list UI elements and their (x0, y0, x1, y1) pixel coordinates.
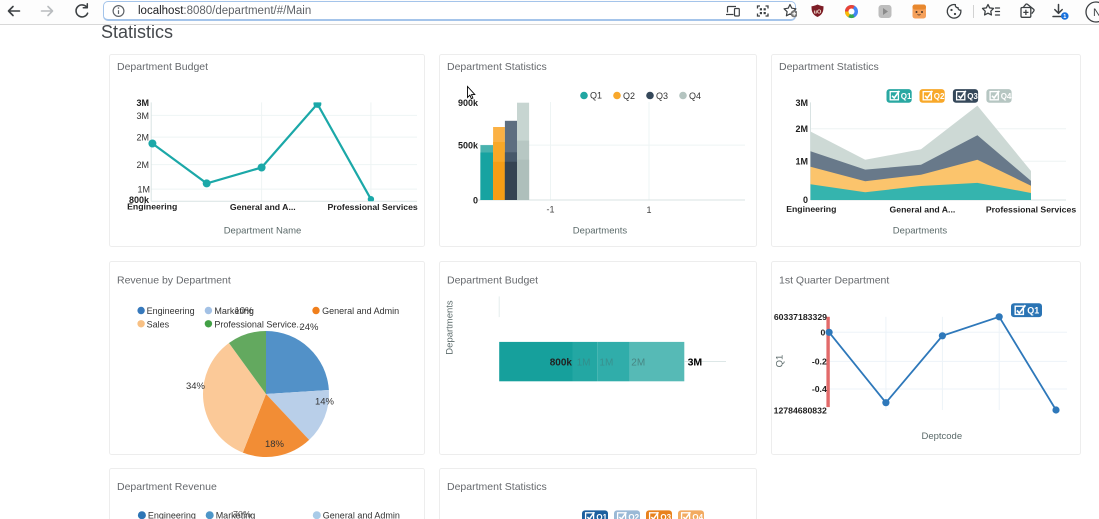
svg-text:General and A...: General and A... (889, 205, 955, 215)
svg-text:3M: 3M (688, 356, 703, 368)
svg-text:2M: 2M (136, 133, 149, 143)
svg-text:Department Statistics: Department Statistics (447, 61, 547, 73)
svg-text:Deptcode: Deptcode (921, 431, 962, 442)
svg-text:Marketing: Marketing (214, 306, 254, 316)
svg-text:70%: 70% (233, 510, 251, 519)
svg-text:Department Name: Department Name (224, 225, 302, 236)
svg-text:Engineering: Engineering (148, 511, 196, 519)
svg-text:24%: 24% (299, 322, 319, 333)
svg-text:3M: 3M (136, 111, 149, 121)
svg-text:Departments: Departments (573, 225, 628, 236)
svg-text:1st Quarter Department: 1st Quarter Department (779, 275, 889, 287)
svg-text:Q3: Q3 (967, 92, 978, 101)
svg-text:Professional Services: Professional Services (986, 205, 1076, 215)
svg-text:Departments: Departments (445, 300, 456, 355)
svg-text:General and A...: General and A... (230, 202, 296, 212)
svg-text:1M: 1M (137, 185, 150, 195)
svg-text:Professional Services: Professional Services (327, 202, 417, 212)
svg-text:-0.4: -0.4 (812, 384, 827, 394)
svg-text:Q4: Q4 (1001, 92, 1012, 101)
svg-text:General and Admin: General and Admin (322, 306, 399, 316)
svg-text:3M: 3M (795, 98, 808, 108)
svg-text:uO: uO (814, 9, 822, 15)
svg-text:Engineering: Engineering (147, 306, 195, 316)
svg-text:Q2: Q2 (628, 513, 639, 519)
svg-text:1M: 1M (795, 157, 808, 167)
svg-text:General and Admin: General and Admin (323, 511, 400, 519)
svg-text:14%: 14% (315, 397, 335, 408)
svg-text:Department Budget: Department Budget (447, 275, 538, 287)
svg-text:900k: 900k (458, 98, 479, 108)
svg-text:1M: 1M (577, 357, 591, 368)
svg-text:2M: 2M (631, 357, 645, 368)
svg-text:Q2: Q2 (623, 91, 635, 101)
svg-text:12784680832: 12784680832 (774, 405, 827, 415)
svg-text:Q4: Q4 (689, 91, 701, 101)
svg-text:Professional Service...: Professional Service... (214, 319, 304, 329)
svg-text:Departments: Departments (893, 225, 948, 236)
svg-text:-1: -1 (546, 205, 554, 215)
svg-text:Department Revenue: Department Revenue (117, 481, 217, 493)
svg-text:Revenue by Department: Revenue by Department (117, 275, 231, 287)
svg-text:500k: 500k (458, 140, 479, 150)
svg-text:Sales: Sales (147, 319, 170, 329)
svg-text:1: 1 (1063, 14, 1066, 20)
svg-text:0: 0 (803, 195, 808, 205)
svg-text:Q1: Q1 (901, 92, 912, 101)
svg-text:Department Statistics: Department Statistics (779, 61, 879, 73)
svg-text:Q1: Q1 (774, 355, 785, 368)
svg-text:Department Statistics: Department Statistics (447, 481, 547, 493)
svg-text:1: 1 (646, 205, 651, 215)
svg-text:2M: 2M (795, 124, 808, 134)
svg-text:800k: 800k (550, 357, 573, 368)
svg-text:Q1: Q1 (1027, 306, 1039, 316)
svg-text:N: N (1093, 7, 1099, 19)
svg-text:Q1: Q1 (596, 513, 607, 519)
svg-text:0: 0 (820, 328, 825, 338)
svg-text:18%: 18% (265, 439, 285, 450)
svg-text:Q3: Q3 (656, 91, 668, 101)
svg-text:2M: 2M (136, 160, 149, 170)
svg-text:Q3: Q3 (660, 513, 671, 519)
svg-text:Statistics: Statistics (101, 22, 173, 42)
svg-text:60337183329: 60337183329 (774, 312, 827, 322)
svg-text:3M: 3M (136, 98, 149, 108)
svg-text:800k: 800k (129, 195, 150, 205)
svg-text:Department Budget: Department Budget (117, 61, 208, 73)
svg-text:Q1: Q1 (590, 91, 602, 101)
svg-text:Q4: Q4 (692, 513, 703, 519)
svg-text:34%: 34% (186, 381, 206, 392)
svg-text:Engineering: Engineering (127, 202, 177, 212)
svg-text:-0.2: -0.2 (812, 357, 827, 367)
svg-text:10%: 10% (234, 306, 254, 317)
svg-text:0: 0 (473, 196, 478, 206)
svg-text:1M: 1M (599, 357, 613, 368)
svg-text:Q2: Q2 (934, 92, 945, 101)
svg-text:Engineering: Engineering (786, 204, 836, 214)
svg-text:Marketing: Marketing (216, 511, 256, 519)
